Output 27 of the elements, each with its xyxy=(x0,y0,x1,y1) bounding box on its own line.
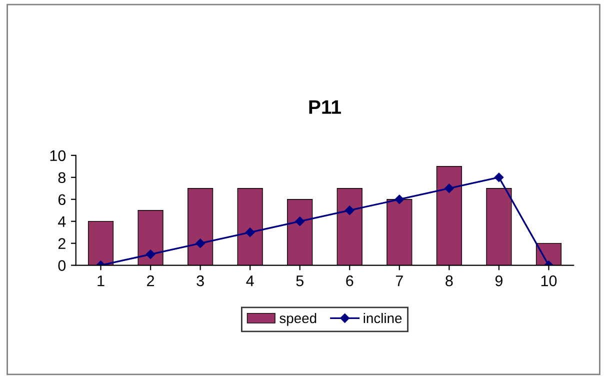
x-tick-label: 3 xyxy=(196,275,204,286)
point xyxy=(494,172,504,182)
point xyxy=(345,206,354,215)
x-tick-label: 9 xyxy=(495,275,502,286)
legend-label: speed xyxy=(280,312,316,326)
x-tick-label: 10 xyxy=(541,275,557,286)
point xyxy=(146,250,156,259)
y-tick-label: 6 xyxy=(58,194,66,206)
chart-title: P11 xyxy=(309,100,341,114)
x-tick-label: 2 xyxy=(147,275,154,286)
point xyxy=(394,194,404,204)
x-tick-label: 5 xyxy=(296,276,304,286)
point xyxy=(444,184,454,193)
point xyxy=(245,228,255,237)
y-tick-label: 10 xyxy=(50,150,66,162)
y-tick-label: 0 xyxy=(58,260,66,271)
y-tick-label: 2 xyxy=(58,238,66,249)
x-tick-label: 8 xyxy=(446,275,453,286)
y-tick-label: 8 xyxy=(58,172,66,184)
legend-label: incline xyxy=(364,312,402,324)
x-tick-label: 6 xyxy=(346,275,354,286)
y-tick-label: 4 xyxy=(58,216,66,227)
x-tick-label: 1 xyxy=(98,276,104,286)
point xyxy=(196,238,205,248)
x-tick-label: 4 xyxy=(246,276,254,286)
x-tick-label: 7 xyxy=(396,276,403,286)
point xyxy=(295,216,304,226)
